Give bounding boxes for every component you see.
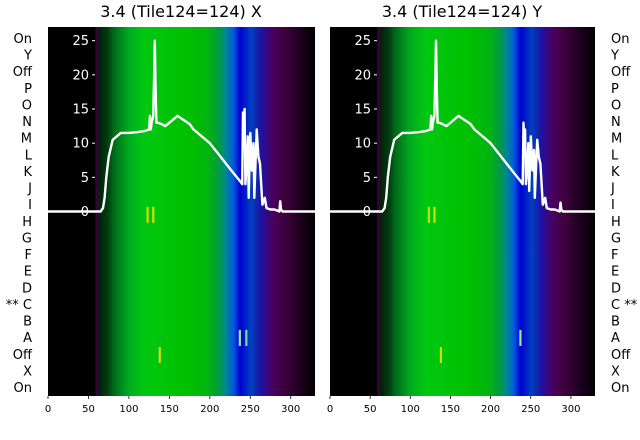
- row-label: A: [23, 331, 32, 346]
- x-tick-label: 300: [561, 404, 580, 415]
- row-label: K: [611, 165, 620, 180]
- row-label: M: [611, 132, 622, 147]
- x-tick-label: 150: [160, 404, 179, 415]
- row-label: C **: [611, 298, 638, 313]
- row-label: G: [611, 231, 621, 246]
- row-label: G: [22, 231, 32, 246]
- row-label: On: [611, 32, 629, 47]
- x-tick-label: 0: [327, 404, 333, 415]
- x-tick-label: 0: [45, 404, 51, 415]
- event-marker: [427, 206, 430, 223]
- y-tick-label: 5: [81, 171, 89, 186]
- y-tick-label: 15: [72, 103, 89, 118]
- y-tick-label: 10: [72, 137, 89, 152]
- x-tick-label: 200: [481, 404, 500, 415]
- y-tick-label: 15: [354, 103, 371, 118]
- event-marker: [238, 329, 241, 346]
- row-label: Y: [23, 49, 32, 64]
- x-tick-label: 100: [119, 404, 138, 415]
- event-marker: [519, 329, 522, 346]
- row-label: E: [611, 265, 619, 280]
- row-label: O: [611, 98, 621, 113]
- row-label: I: [28, 198, 32, 213]
- row-label: L: [25, 148, 33, 163]
- row-label: On: [611, 381, 629, 396]
- row-label: A: [611, 331, 620, 346]
- x-tick-labels: 0 50 100 150 200 250 300: [327, 396, 580, 415]
- row-label: Off: [13, 348, 33, 363]
- x-tick-label: 200: [200, 404, 219, 415]
- y-tick-label: 20: [72, 68, 89, 83]
- y-tick-label: 25: [354, 34, 371, 49]
- row-label: B: [23, 315, 32, 330]
- panel-right: 3.4 (Tile124=124) Y OnYOffPONMLKJIHGFEDC…: [327, 2, 638, 415]
- row-label: N: [611, 115, 621, 130]
- row-label: K: [23, 165, 32, 180]
- data-line: [330, 39, 595, 213]
- y-tick-label: 25: [72, 34, 89, 49]
- y-tick-label: 5: [363, 171, 371, 186]
- row-label: E: [24, 265, 32, 280]
- event-markers: [427, 206, 522, 363]
- panel-left: 3.4 (Tile124=124) X OnYOffPONMLKJIHGFED*…: [6, 2, 315, 415]
- event-marker: [245, 329, 248, 346]
- x-tick-labels: 0 50 100 150 200 250 300: [45, 396, 300, 415]
- event-marker: [158, 347, 161, 363]
- row-label: Off: [611, 65, 631, 80]
- row-label: B: [611, 315, 620, 330]
- row-label: Off: [13, 65, 33, 80]
- event-markers: [146, 206, 248, 363]
- y-tick-label: 20: [354, 68, 371, 83]
- x-tick-label: 250: [241, 404, 260, 415]
- x-tick-label: 150: [441, 404, 460, 415]
- row-label: H: [22, 215, 32, 230]
- y-tick-label: 10: [354, 137, 371, 152]
- x-tick-label: 50: [364, 404, 377, 415]
- row-label: I: [611, 198, 615, 213]
- row-label: Off: [611, 348, 631, 363]
- row-label: O: [22, 98, 32, 113]
- x-tick-label: 250: [521, 404, 540, 415]
- x-tick-label: 50: [82, 404, 95, 415]
- row-label: Y: [610, 49, 619, 64]
- x-tick-label: 300: [281, 404, 300, 415]
- row-label: N: [22, 115, 32, 130]
- event-marker: [433, 206, 436, 223]
- row-label: ** C: [6, 298, 32, 313]
- row-label: J: [27, 182, 32, 197]
- data-line: [48, 39, 315, 213]
- chart-title: 3.4 (Tile124=124) Y: [382, 2, 543, 21]
- row-label: On: [14, 32, 32, 47]
- event-marker: [152, 206, 155, 223]
- row-label: D: [611, 281, 621, 296]
- event-marker: [146, 206, 149, 223]
- row-label: X: [611, 364, 620, 379]
- row-label: M: [21, 132, 32, 147]
- row-label: F: [25, 248, 32, 263]
- row-label: H: [611, 215, 621, 230]
- row-label: L: [611, 148, 619, 163]
- row-label: On: [14, 381, 32, 396]
- event-marker: [439, 347, 443, 363]
- row-label: F: [611, 248, 618, 263]
- row-label: J: [610, 182, 615, 197]
- row-label: P: [611, 82, 619, 97]
- row-label: D: [22, 281, 32, 296]
- chart-title: 3.4 (Tile124=124) X: [100, 2, 262, 21]
- row-label: P: [24, 82, 32, 97]
- row-label: X: [23, 364, 32, 379]
- x-tick-label: 100: [401, 404, 420, 415]
